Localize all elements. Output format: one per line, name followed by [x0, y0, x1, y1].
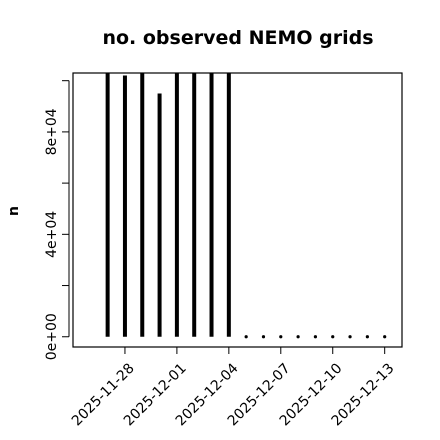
- bar-2025-12-06: [261, 335, 266, 339]
- bar-2025-12-09: [313, 335, 318, 339]
- bar-2025-12-05: [244, 335, 248, 339]
- y-axis-title: n: [6, 206, 22, 216]
- bar-2025-12-12: [365, 335, 369, 339]
- y-tick-label-0: 0e+00: [44, 313, 60, 360]
- chart-title: no. observed NEMO grids: [102, 27, 373, 49]
- y-tick-label-40000: 4e+04: [44, 211, 60, 258]
- y-tick-label-80000: 8e+04: [44, 108, 60, 155]
- bar-2025-12-13: [383, 335, 387, 339]
- plot-frame: [72, 72, 403, 348]
- bar-2025-12-10: [331, 335, 335, 339]
- bar-2025-12-07: [279, 335, 283, 339]
- bar-2025-12-08: [296, 335, 300, 339]
- bar-2025-12-11: [348, 335, 352, 339]
